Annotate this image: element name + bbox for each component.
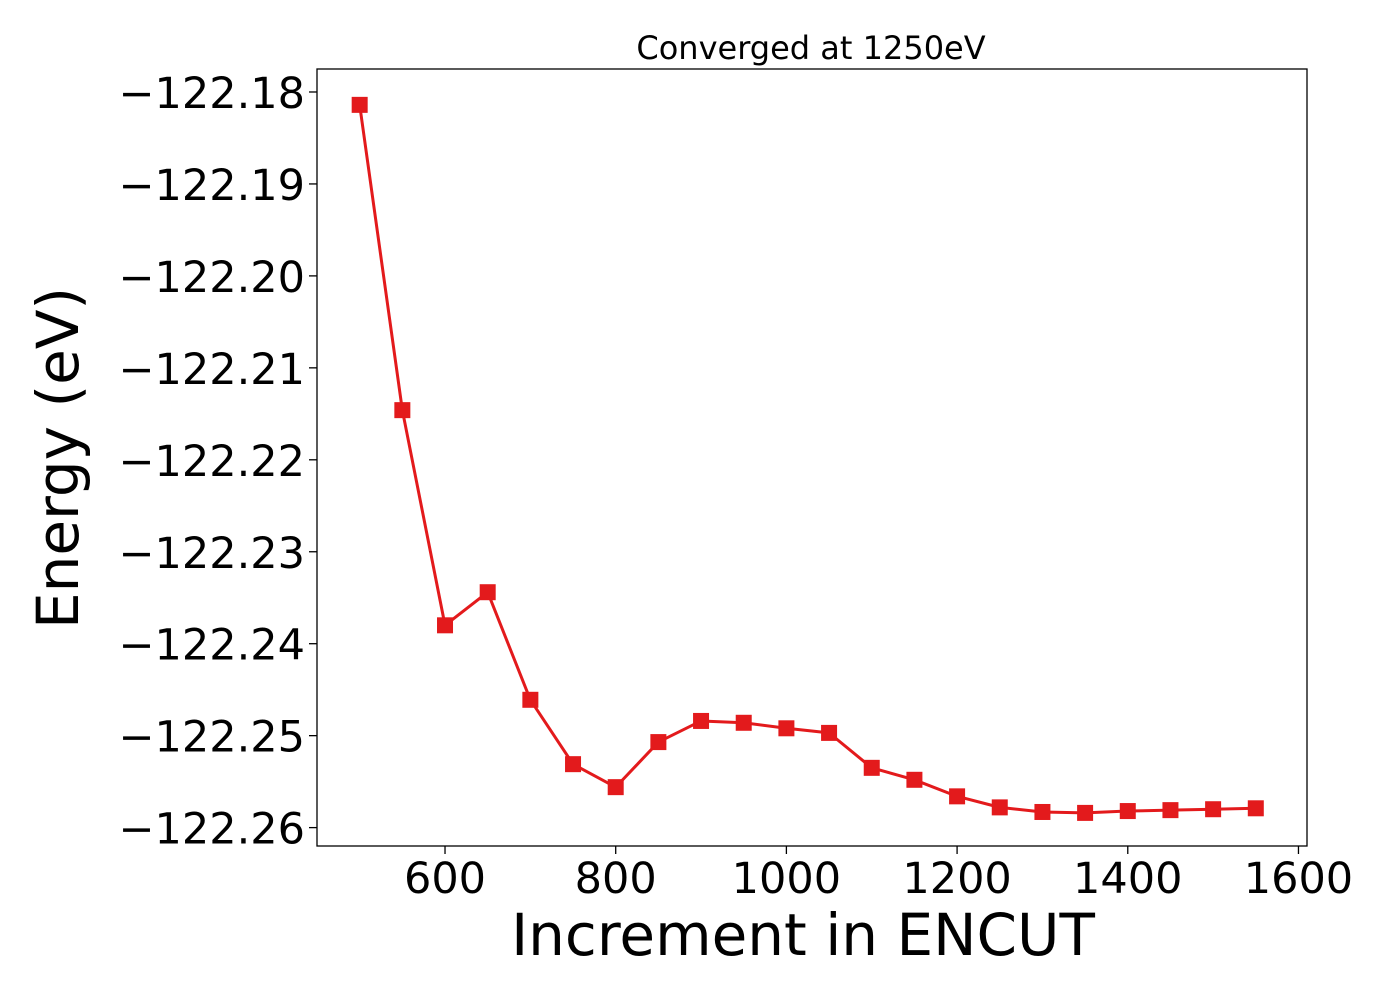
- x-tick-label: 1200: [902, 854, 1011, 904]
- chart-title: Converged at 1250eV: [636, 29, 985, 67]
- data-point-marker: [394, 402, 411, 419]
- x-tick-label: 1000: [732, 854, 841, 904]
- data-point-marker: [351, 96, 368, 113]
- data-point-marker: [1247, 800, 1264, 817]
- data-point-marker: [778, 720, 795, 737]
- y-axis-ticks: −122.26 −122.25 −122.24 −122.23 −122.22 −122.…: [119, 69, 317, 855]
- data-point-marker: [735, 714, 752, 731]
- data-point-marker: [693, 712, 710, 729]
- y-tick-label: −122.25: [119, 713, 306, 763]
- y-axis-label: Energy (eV): [24, 287, 92, 629]
- y-tick-label: −122.23: [119, 529, 306, 579]
- data-point-marker: [1205, 801, 1222, 818]
- data-point-marker: [949, 788, 966, 805]
- x-tick-label: 800: [575, 854, 657, 904]
- y-tick-label: −122.21: [119, 345, 306, 395]
- data-point-marker: [479, 584, 496, 601]
- data-point-marker: [1034, 803, 1051, 820]
- data-point-marker: [1077, 804, 1094, 821]
- plot-frame: [316, 68, 1308, 847]
- y-tick-label: −122.26: [119, 805, 306, 855]
- series-line: [358, 104, 1256, 815]
- y-tick-label: −122.19: [119, 161, 306, 211]
- data-point-marker: [863, 759, 880, 776]
- y-tick-label: −122.18: [119, 69, 306, 119]
- x-axis-label: Increment in ENCUT: [511, 901, 1095, 969]
- data-point-marker: [607, 779, 624, 796]
- data-point-marker: [565, 756, 582, 773]
- y-tick-label: −122.20: [119, 253, 306, 303]
- x-tick-label: 1400: [1073, 854, 1182, 904]
- data-point-marker: [522, 691, 539, 708]
- data-point-marker: [437, 617, 454, 634]
- data-point-marker: [1162, 802, 1179, 819]
- x-tick-label: 1600: [1244, 854, 1353, 904]
- data-point-marker: [906, 771, 923, 788]
- data-point-marker: [650, 734, 667, 751]
- x-tick-label: 600: [404, 854, 486, 904]
- y-tick-label: −122.24: [119, 621, 306, 671]
- series-layer: [351, 96, 1264, 821]
- data-point-marker: [1119, 803, 1136, 820]
- x-axis-ticks: 600 800 1000 1200 1400 1600: [404, 846, 1353, 904]
- data-point-marker: [821, 724, 838, 741]
- y-tick-label: −122.22: [119, 437, 306, 487]
- data-point-marker: [991, 799, 1008, 816]
